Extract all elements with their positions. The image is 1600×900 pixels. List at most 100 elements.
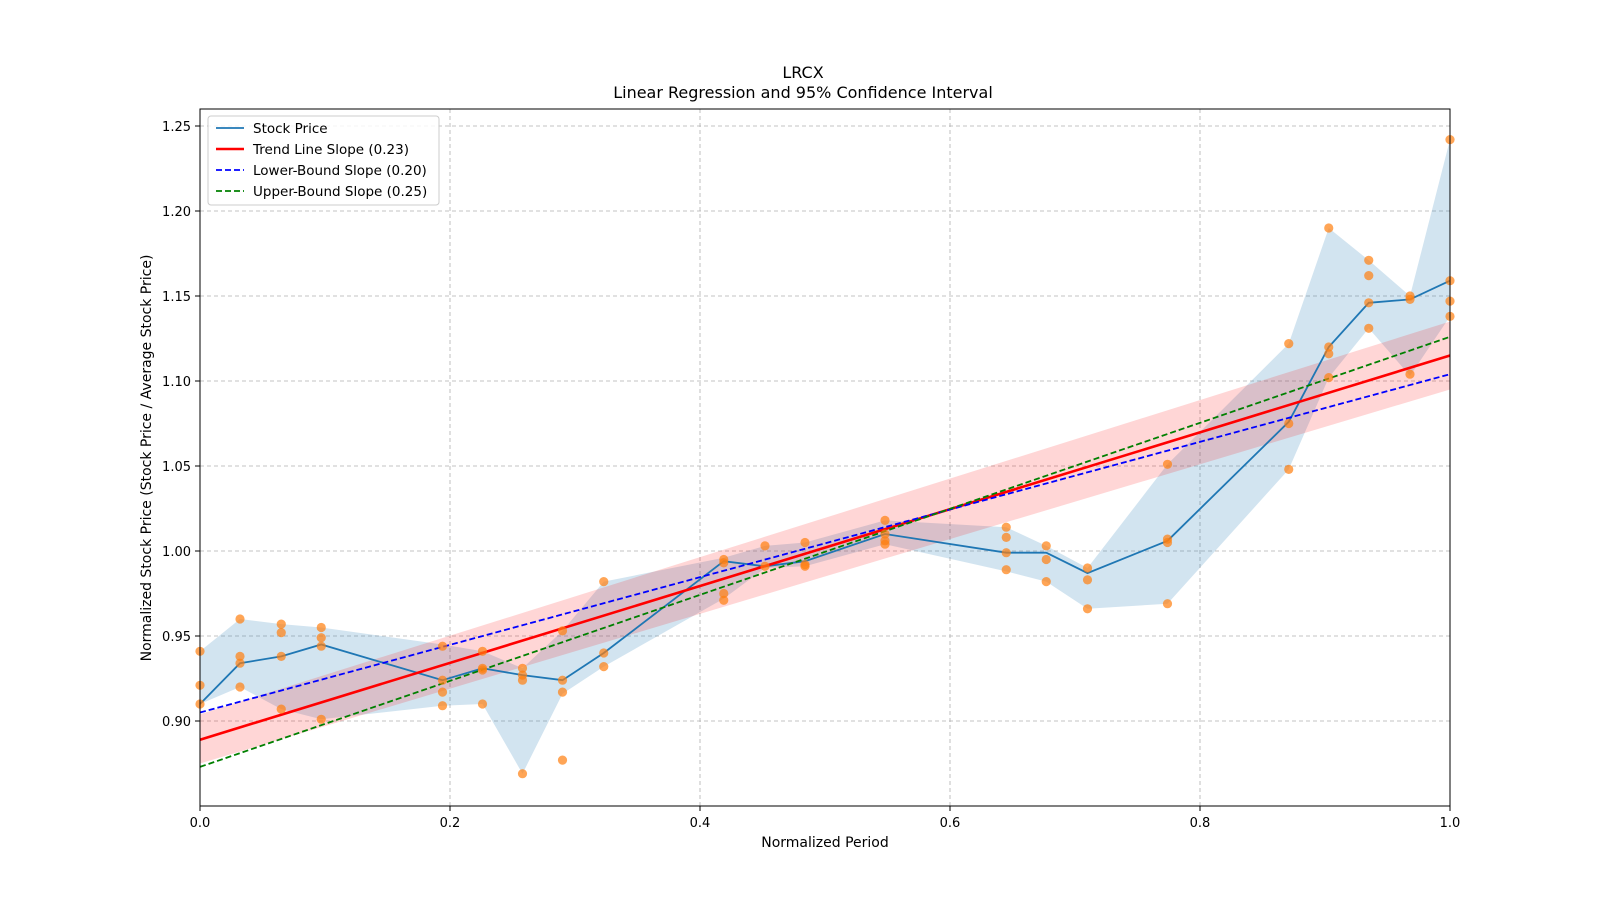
scatter-point xyxy=(437,687,448,697)
chart-title: LRCX xyxy=(782,63,823,82)
y-tick-label: 1.25 xyxy=(162,120,191,135)
scatter-point xyxy=(1284,418,1294,429)
y-tick-label: 1.05 xyxy=(162,460,191,475)
scatter-point xyxy=(1324,342,1334,352)
scatter-point xyxy=(880,515,890,526)
scatter-point xyxy=(880,539,890,549)
scatter-point xyxy=(880,529,890,539)
scatter-point xyxy=(719,595,729,605)
scatter-point xyxy=(235,658,245,668)
scatter-point xyxy=(557,626,568,636)
scatter-point xyxy=(1041,554,1051,565)
scatter-point xyxy=(719,558,729,568)
legend-label-stock-price: Stock Price xyxy=(253,121,328,137)
scatter-point xyxy=(1082,604,1093,614)
scatter-point xyxy=(599,648,609,658)
scatter-point xyxy=(437,641,448,651)
y-tick-label: 0.90 xyxy=(162,715,191,730)
trend-line xyxy=(199,354,1451,741)
scatter-point xyxy=(800,537,810,548)
scatter-point xyxy=(1001,565,1011,575)
scatter-point xyxy=(235,651,245,662)
scatter-point xyxy=(276,651,286,662)
scatter-point xyxy=(1082,575,1093,585)
legend: Stock Price Trend Line Slope (0.23) Lowe… xyxy=(207,115,440,206)
legend-label-upper-bound: Upper-Bound Slope (0.25) xyxy=(253,184,427,200)
x-tick-label: 0.8 xyxy=(1190,816,1211,831)
scatter-point xyxy=(800,561,810,571)
scatter-point xyxy=(1001,532,1011,543)
scatter-point xyxy=(517,769,528,779)
scatter-point xyxy=(1324,223,1334,233)
legend-label-trend-line: Trend Line Slope (0.23) xyxy=(252,142,409,158)
scatter-point xyxy=(1405,369,1415,379)
scatter-point xyxy=(477,646,488,656)
stock-price-range-band xyxy=(200,139,1450,774)
y-axis-ticks: 0.90 0.95 1.00 1.05 1.10 1.15 1.20 1.25 xyxy=(162,120,200,730)
scatter-point xyxy=(1364,255,1374,265)
scatter-point xyxy=(235,614,245,624)
y-tick-label: 1.15 xyxy=(162,290,191,305)
scatter-point xyxy=(557,675,568,685)
scatter-point xyxy=(719,588,729,599)
scatter-point xyxy=(1284,339,1294,349)
x-tick-label: 0.4 xyxy=(690,816,711,831)
scatter-point xyxy=(1324,349,1334,359)
chart-subtitle: Linear Regression and 95% Confidence Int… xyxy=(613,83,993,102)
y-tick-label: 1.20 xyxy=(162,205,191,220)
confidence-bands xyxy=(200,139,1450,774)
scatter-point xyxy=(477,699,488,709)
x-tick-label: 0.2 xyxy=(440,816,461,831)
scatter-point xyxy=(1082,563,1093,573)
scatter-point xyxy=(1284,464,1294,474)
scatter-points xyxy=(195,135,1455,779)
series-lines xyxy=(199,279,1451,768)
y-tick-label: 0.95 xyxy=(162,630,191,645)
scatter-point xyxy=(276,628,286,638)
y-tick-label: 1.10 xyxy=(162,375,191,390)
scatter-point xyxy=(1001,522,1011,532)
scatter-point xyxy=(1324,373,1334,383)
scatter-point xyxy=(1405,294,1415,304)
upper-bound-line xyxy=(199,335,1451,768)
scatter-point xyxy=(276,704,286,714)
scatter-point xyxy=(1364,271,1374,281)
scatter-point xyxy=(316,622,326,633)
scatter-point xyxy=(276,619,286,629)
legend-box xyxy=(207,115,440,206)
scatter-point xyxy=(599,577,609,587)
scatter-point xyxy=(557,687,568,697)
plot-area-frame xyxy=(199,108,1451,807)
scatter-point xyxy=(437,701,448,711)
y-axis-label: Normalized Stock Price (Stock Price / Av… xyxy=(139,255,155,662)
scatter-point xyxy=(1041,541,1051,551)
legend-label-lower-bound: Lower-Bound Slope (0.20) xyxy=(253,163,427,179)
scatter-point xyxy=(517,675,528,685)
scatter-point xyxy=(760,541,770,551)
scatter-point xyxy=(316,714,326,724)
y-tick-label: 1.00 xyxy=(162,545,191,560)
scatter-point xyxy=(316,641,326,651)
x-tick-label: 0.0 xyxy=(190,816,211,831)
trend-confidence-band xyxy=(200,321,1450,764)
x-tick-label: 0.6 xyxy=(940,816,961,831)
x-tick-label: 1.0 xyxy=(1440,816,1461,831)
scatter-point xyxy=(1162,459,1173,469)
scatter-point xyxy=(1162,537,1173,548)
scatter-point xyxy=(316,633,326,643)
scatter-point xyxy=(1364,298,1374,308)
scatter-point xyxy=(760,561,770,571)
scatter-point xyxy=(517,663,528,673)
scatter-point xyxy=(557,755,568,765)
scatter-point xyxy=(1364,323,1374,333)
x-axis-ticks: 0.0 0.2 0.4 0.6 0.8 1.0 xyxy=(190,806,1461,831)
scatter-point xyxy=(437,675,448,685)
x-axis-label: Normalized Period xyxy=(761,835,889,851)
scatter-point xyxy=(599,662,609,672)
scatter-point xyxy=(477,665,488,675)
scatter-point xyxy=(1162,599,1173,609)
stock-price-line xyxy=(199,279,1451,705)
scatter-point xyxy=(1041,577,1051,587)
scatter-point xyxy=(235,682,245,692)
